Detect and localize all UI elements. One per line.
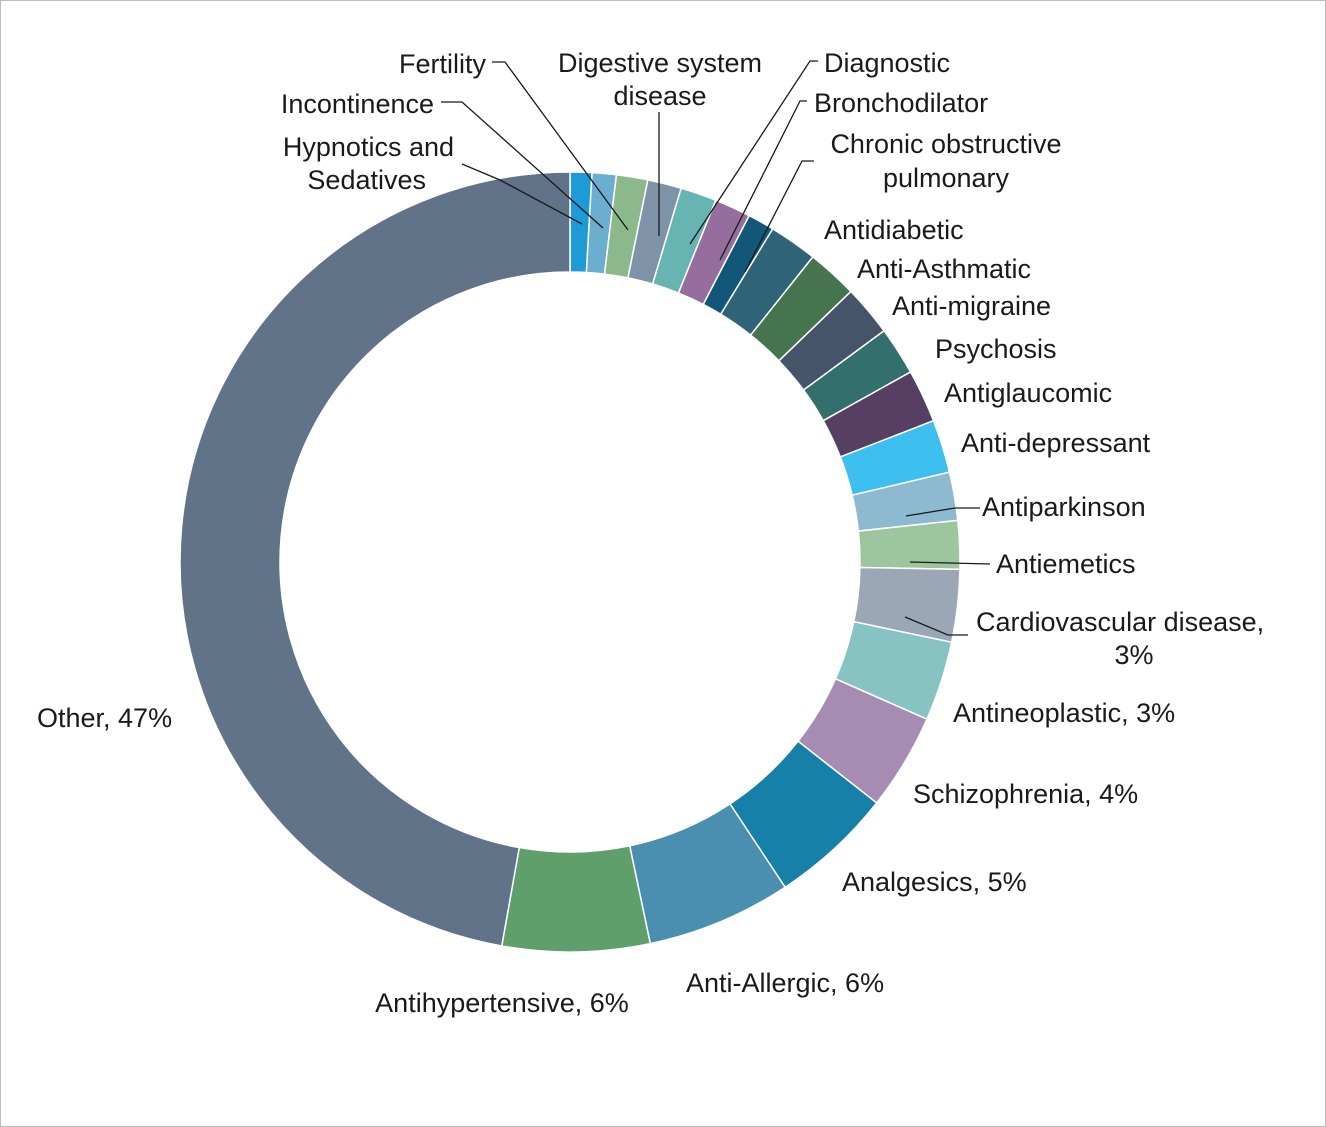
label-anti-asthmatic: Anti-Asthmatic: [857, 254, 1031, 284]
label-other: Other, 47%: [37, 703, 172, 733]
label-diagnostic: Diagnostic: [824, 48, 950, 78]
label-psychosis: Psychosis: [935, 334, 1057, 364]
label-antineoplastic: Antineoplastic, 3%: [953, 698, 1175, 728]
label-bronchodilator: Bronchodilator: [814, 88, 988, 118]
label-antiemetics: Antiemetics: [996, 549, 1136, 579]
label-cardiovascular-line1: Cardiovascular disease,: [976, 607, 1264, 637]
leader-copd: [744, 160, 814, 273]
label-cardiovascular-line2: 3%: [1114, 640, 1153, 670]
label-analgesics: Analgesics, 5%: [842, 867, 1027, 897]
leader-incontinence: [441, 101, 604, 229]
label-anti-depressant: Anti-depressant: [961, 428, 1151, 458]
label-copd-line2: pulmonary: [883, 163, 1010, 193]
slice-antihypertensive: [500, 844, 652, 953]
leader-antiemetics: [909, 561, 991, 565]
label-digestive-line2: disease: [613, 81, 706, 111]
label-antiparkinson: Antiparkinson: [982, 492, 1146, 522]
label-antidiabetic: Antidiabetic: [824, 215, 964, 245]
label-hypnotics-line1: Hypnotics and: [283, 132, 454, 162]
leader-hypnotics: [461, 163, 583, 225]
leader-diagnostic: [689, 60, 818, 245]
label-digestive-line1: Digestive system: [558, 48, 762, 78]
label-antihypertensive: Antihypertensive, 6%: [375, 988, 629, 1018]
label-anti-allergic: Anti-Allergic, 6%: [686, 968, 884, 998]
label-antiglaucomic: Antiglaucomic: [944, 378, 1112, 408]
label-schizophrenia: Schizophrenia, 4%: [913, 779, 1138, 809]
leader-lines-group: [441, 60, 991, 636]
label-hypnotics-line2: Sedatives: [307, 165, 426, 195]
leader-antiparkinson: [905, 507, 980, 517]
leader-fertility: [492, 61, 629, 231]
label-copd-line1: Chronic obstructive: [830, 129, 1061, 159]
slices-group: [179, 171, 961, 953]
leader-cardiovascular: [904, 616, 968, 636]
leader-bronchodilator: [719, 100, 807, 261]
label-fertility: Fertility: [399, 49, 486, 79]
label-anti-migraine: Anti-migraine: [892, 291, 1051, 321]
label-incontinence: Incontinence: [281, 89, 434, 119]
slice-other: [179, 171, 571, 947]
